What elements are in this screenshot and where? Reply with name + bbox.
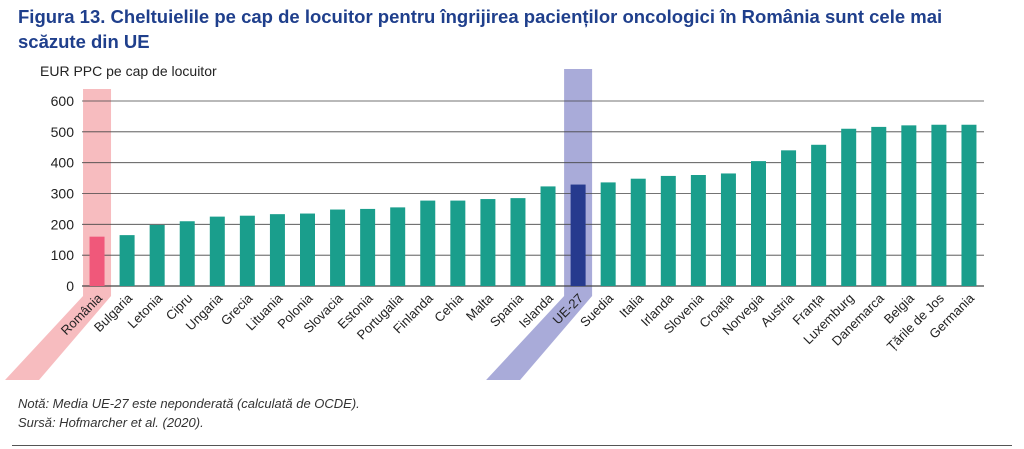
bar-bulgaria [119,235,135,286]
bar-cehia [450,200,466,286]
bar-danemarca [871,126,887,287]
bar-slovacia [330,209,346,286]
x-tick-label: Letonia [125,290,166,331]
y-tick-label: 500 [51,124,75,140]
bar-ue-27 [570,184,586,286]
y-tick-label: 100 [51,247,75,263]
chart-source: Sursă: Hofmarcher et al. (2020). [18,415,204,430]
bar-lituania [269,214,285,286]
bar-suedia [600,182,616,286]
bar-slovenia [690,175,706,286]
bar-spania [510,198,526,286]
bar-croația [720,173,736,286]
bar-cipru [179,221,195,286]
bar-estonia [360,208,376,286]
bar-luxemburg [841,128,857,286]
bar-portugalia [390,207,406,286]
y-tick-label: 300 [51,186,75,202]
bar-chart: 0 100 200 300 400 500 600 EUR PPC pe cap de loc… [5,63,984,380]
bar-grecia [239,215,255,286]
bar-islanda [540,186,556,286]
bar-belgia [901,125,917,286]
bar-ungaria [209,216,225,286]
bar-malta [480,199,496,286]
bar-norvegia [751,161,766,286]
bar-finlanda [420,200,436,286]
y-axis-title: EUR PPC pe cap de locuitor [40,63,217,79]
footer-divider [12,445,1012,446]
bar-letonia [149,224,165,286]
y-tick-label: 0 [66,278,74,294]
bar-germania [961,124,977,286]
chart-title: Figura 13. Cheltuielile pe cap de locuit… [18,6,943,52]
bar-polonia [300,213,315,286]
chart-note: Notă: Media UE-27 este neponderată (calc… [18,396,360,411]
bar-românia [89,236,105,286]
y-tick-label: 600 [51,93,75,109]
x-tick-label: Austria [757,290,797,330]
bar-franța [811,144,827,286]
y-tick-label: 400 [51,155,75,171]
x-tick-label: Cehia [431,290,466,325]
bar-austria [781,150,797,286]
highlight-band-romania [5,89,112,380]
bar-italia [630,178,646,286]
bar-țările-de-jos [931,124,947,286]
highlight-band-eu [486,69,593,380]
y-tick-label: 200 [51,216,75,232]
bar-irlanda [660,175,676,286]
